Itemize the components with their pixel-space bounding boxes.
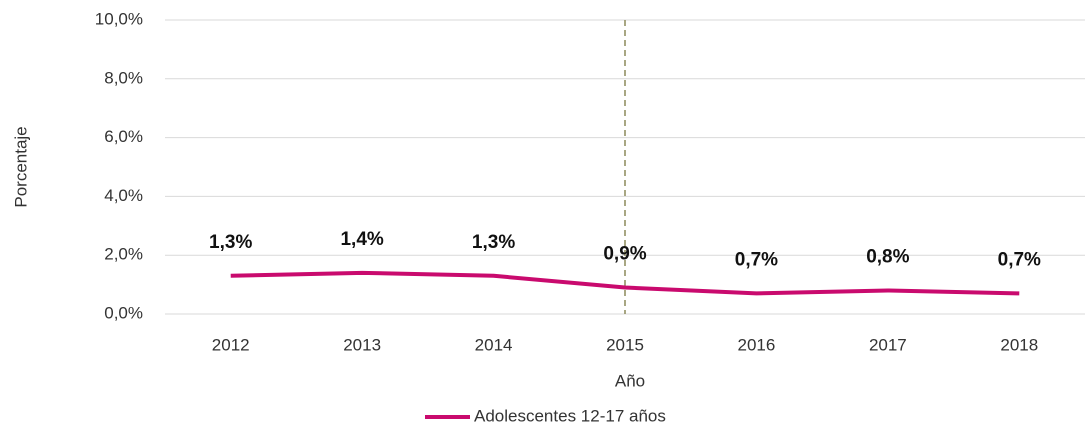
x-tick-label: 2014 [475, 335, 513, 354]
data-label: 0,7% [998, 249, 1041, 270]
data-label: 1,3% [209, 232, 252, 253]
y-tick-label: 0,0% [104, 303, 143, 322]
x-tick-label: 2012 [212, 335, 250, 354]
y-tick-label: 2,0% [104, 245, 143, 264]
x-tick-label: 2017 [869, 335, 907, 354]
x-tick-label: 2018 [1000, 335, 1038, 354]
series-line [230, 270, 1020, 296]
x-tick-label: 2015 [606, 335, 644, 354]
data-label: 1,4% [340, 229, 383, 250]
y-tick-label: 4,0% [104, 186, 143, 205]
y-tick-label: 6,0% [104, 127, 143, 146]
data-label: 0,8% [866, 246, 909, 267]
legend-label: Adolescentes 12-17 años [474, 406, 666, 425]
data-label: 0,9% [603, 244, 646, 265]
y-axis-title: Porcentaje [11, 126, 30, 207]
data-label: 0,7% [735, 249, 778, 270]
data-label: 1,3% [472, 232, 515, 253]
y-tick-label: 10,0% [95, 9, 143, 28]
y-tick-label: 8,0% [104, 68, 143, 87]
x-tick-label: 2016 [738, 335, 776, 354]
x-tick-label: 2013 [343, 335, 381, 354]
x-axis-title: Año [615, 371, 645, 390]
